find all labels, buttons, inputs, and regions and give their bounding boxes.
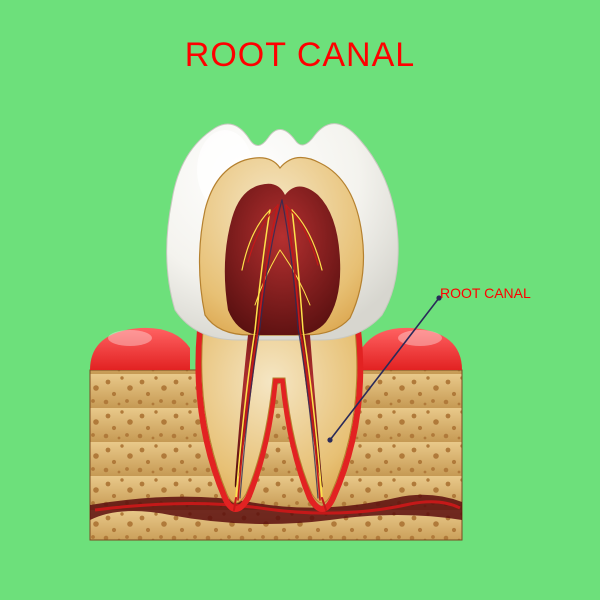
callout-label-root-canal: ROOT CANAL: [440, 285, 531, 301]
diagram-title: ROOT CANAL: [0, 36, 600, 75]
diagram-canvas: ROOT CANAL ROOT CANAL: [0, 0, 600, 600]
